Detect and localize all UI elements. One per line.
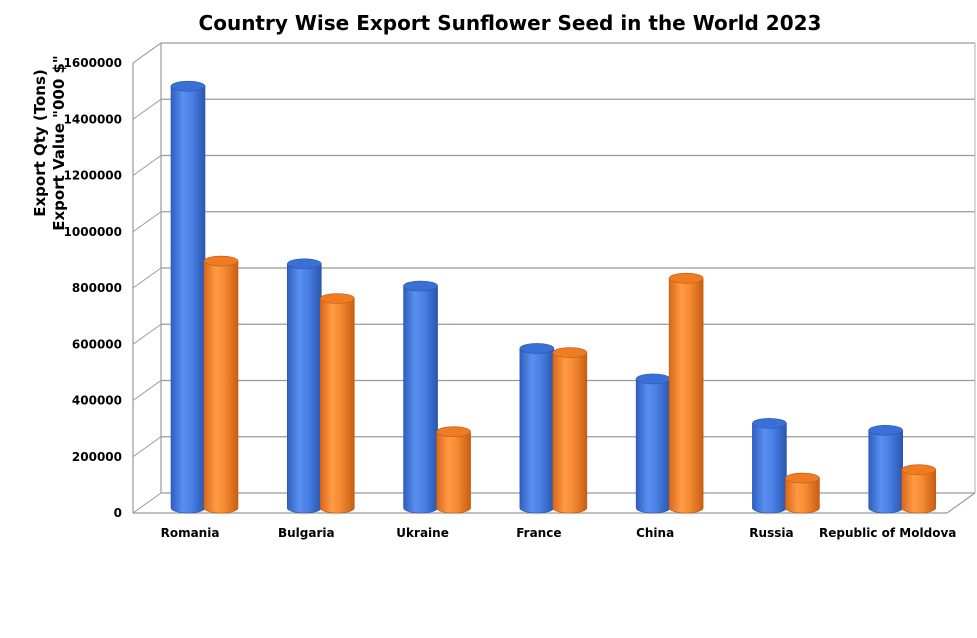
- gridline-side: [132, 155, 162, 176]
- gridline-side: [132, 492, 162, 514]
- y-tick-label: 1000000: [64, 225, 122, 239]
- y-tick-label: 200000: [72, 450, 122, 464]
- x-tick-label: China: [636, 526, 674, 540]
- y-axis-label: Export Value "000 $": [50, 55, 68, 230]
- y-axis-label: Export Qty (Tons): [31, 69, 49, 217]
- bar: [901, 464, 937, 514]
- bar: [552, 347, 588, 514]
- y-tick-label: 0: [114, 506, 122, 520]
- x-tick-label: Russia: [749, 526, 793, 540]
- bar: [868, 424, 904, 514]
- gridline-side: [132, 267, 162, 289]
- chart-title: Country Wise Export Sunflower Seed in th…: [198, 11, 822, 35]
- bar: [203, 255, 239, 514]
- gridline-side: [132, 323, 162, 345]
- x-tick-label: Ukraine: [396, 526, 449, 540]
- gridline-side: [132, 436, 162, 458]
- y-tick-label: 1400000: [64, 112, 122, 126]
- floor-edge: [946, 492, 976, 514]
- bar: [436, 426, 471, 514]
- x-tick-label: France: [516, 526, 561, 540]
- y-tick-label: 1200000: [64, 169, 122, 183]
- bar: [403, 280, 438, 514]
- bar: [170, 80, 206, 514]
- bar: [785, 472, 820, 514]
- y-axis-top: [132, 42, 162, 64]
- bar: [319, 293, 355, 514]
- x-tick-label: Romania: [161, 526, 220, 540]
- gridline-side: [132, 380, 162, 401]
- y-tick-label: 1600000: [64, 56, 122, 70]
- gridline-side: [132, 98, 162, 120]
- bar: [635, 373, 671, 514]
- x-tick-label: Bulgaria: [278, 526, 335, 540]
- bar: [286, 258, 322, 514]
- bar: [668, 272, 704, 514]
- y-tick-label: 400000: [72, 394, 122, 408]
- y-tick-label: 600000: [72, 337, 122, 351]
- y-tick-label: 800000: [72, 281, 122, 295]
- bar: [752, 418, 787, 514]
- bar: [519, 343, 555, 514]
- x-tick-label: Republic of Moldova: [819, 526, 956, 540]
- gridline-side: [132, 211, 162, 233]
